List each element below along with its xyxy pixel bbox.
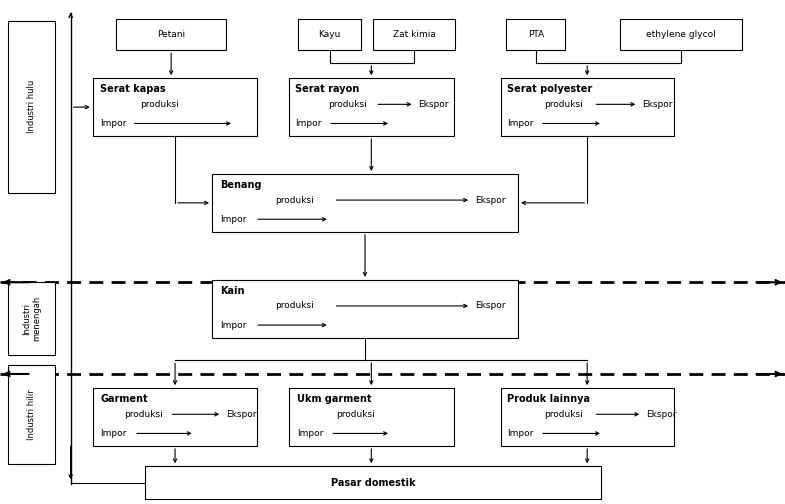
Text: Kain: Kain (220, 286, 244, 296)
FancyBboxPatch shape (212, 174, 518, 232)
FancyBboxPatch shape (501, 78, 674, 136)
Text: Produk lainnya: Produk lainnya (507, 394, 590, 404)
Text: produksi: produksi (275, 301, 313, 310)
FancyBboxPatch shape (8, 282, 55, 355)
Text: Impor: Impor (297, 429, 323, 438)
Text: Kayu: Kayu (319, 30, 341, 39)
Text: Impor: Impor (220, 321, 246, 330)
Text: Serat polyester: Serat polyester (507, 84, 593, 94)
Text: Ekspor: Ekspor (226, 410, 257, 419)
FancyBboxPatch shape (289, 78, 454, 136)
FancyBboxPatch shape (501, 388, 674, 446)
FancyBboxPatch shape (116, 19, 226, 50)
Text: produksi: produksi (544, 410, 582, 419)
FancyBboxPatch shape (373, 19, 455, 50)
Text: Impor: Impor (220, 215, 246, 224)
Text: ethylene glycol: ethylene glycol (646, 30, 716, 39)
Text: produksi: produksi (140, 100, 178, 109)
Text: Ekspor: Ekspor (646, 410, 677, 419)
Text: Ekspor: Ekspor (642, 100, 673, 109)
Text: PTA: PTA (528, 30, 544, 39)
Text: Petani: Petani (157, 30, 185, 39)
Text: Ukm garment: Ukm garment (297, 394, 371, 404)
Text: produksi: produksi (124, 410, 162, 419)
Text: Industri hilir: Industri hilir (27, 389, 36, 440)
Text: Zat kimia: Zat kimia (392, 30, 436, 39)
FancyBboxPatch shape (506, 19, 565, 50)
Text: Ekspor: Ekspor (475, 301, 506, 310)
Text: Ekspor: Ekspor (418, 100, 449, 109)
Text: Impor: Impor (507, 429, 534, 438)
Text: Serat rayon: Serat rayon (295, 84, 360, 94)
Text: Pasar domestik: Pasar domestik (330, 478, 415, 487)
Text: Industri hulu: Industri hulu (27, 80, 36, 134)
FancyBboxPatch shape (298, 19, 361, 50)
Text: Serat kapas: Serat kapas (100, 84, 166, 94)
FancyBboxPatch shape (145, 466, 601, 499)
FancyBboxPatch shape (8, 365, 55, 464)
FancyBboxPatch shape (93, 78, 257, 136)
Text: Impor: Impor (100, 119, 127, 128)
Text: produksi: produksi (336, 410, 374, 419)
FancyBboxPatch shape (93, 388, 257, 446)
FancyBboxPatch shape (212, 280, 518, 338)
Text: Impor: Impor (507, 119, 534, 128)
FancyBboxPatch shape (8, 21, 55, 193)
Text: Industri
menengah: Industri menengah (22, 296, 41, 341)
Text: Garment: Garment (100, 394, 148, 404)
FancyBboxPatch shape (620, 19, 742, 50)
Text: produksi: produksi (544, 100, 582, 109)
Text: produksi: produksi (328, 100, 367, 109)
Text: produksi: produksi (275, 196, 313, 205)
Text: Ekspor: Ekspor (475, 196, 506, 205)
FancyBboxPatch shape (289, 388, 454, 446)
Text: Impor: Impor (295, 119, 322, 128)
Text: Benang: Benang (220, 180, 261, 190)
Text: Impor: Impor (100, 429, 127, 438)
